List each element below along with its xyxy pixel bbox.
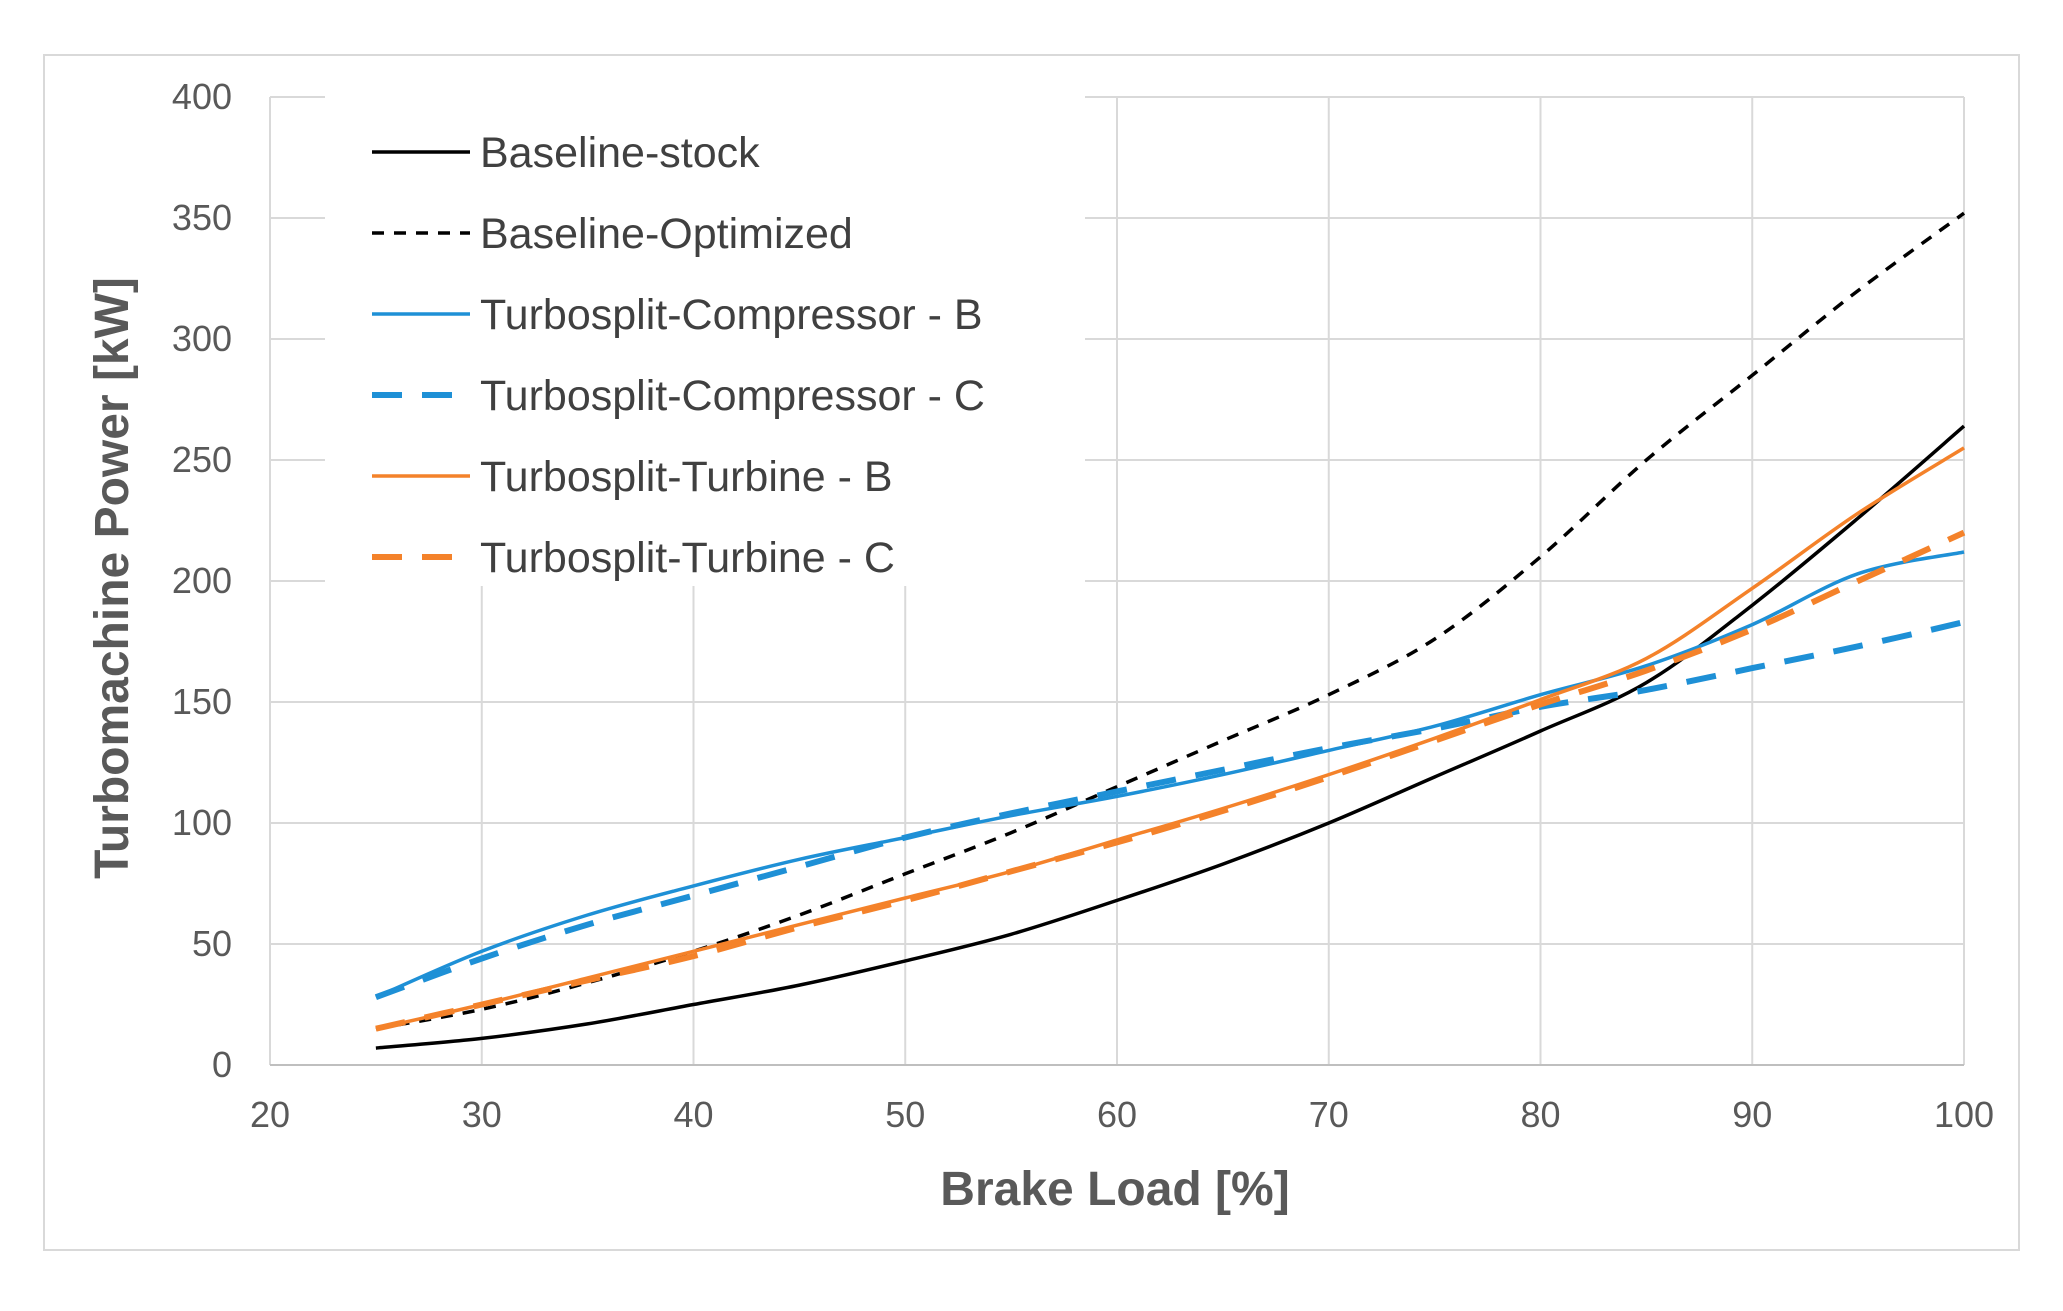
x-tick-label: 80 xyxy=(1520,1094,1560,1135)
y-axis-title: Turbomachine Power [kW] xyxy=(86,277,139,879)
series-line xyxy=(375,529,1966,1032)
x-tick-label: 60 xyxy=(1097,1094,1137,1135)
y-tick-label: 250 xyxy=(172,439,232,480)
legend: Baseline-stock Baseline-Optimized Turbospl… xyxy=(325,75,1085,586)
x-tick-label: 100 xyxy=(1934,1094,1994,1135)
y-tick-label: 50 xyxy=(192,923,232,964)
legend-label: Baseline-stock xyxy=(480,129,760,177)
legend-label: Turbosplit-Compressor - C xyxy=(480,372,985,420)
axis-layer: 0 50 100 150 200 250 300 350 400 20 30 40 50 60 70 80 90… xyxy=(172,76,1994,1135)
y-tick-label: 300 xyxy=(172,318,232,359)
series-line xyxy=(375,211,1966,1031)
x-tick-label: 90 xyxy=(1732,1094,1772,1135)
y-tick-label: 400 xyxy=(172,76,232,117)
series-line xyxy=(375,446,1965,1031)
x-tick-label: 40 xyxy=(673,1094,713,1135)
legend-label: Turbosplit-Turbine - B xyxy=(480,453,893,501)
y-tick-label: 200 xyxy=(172,560,232,601)
x-tick-label: 20 xyxy=(250,1094,290,1135)
series-layer xyxy=(374,211,1966,1050)
legend-label: Turbosplit-Compressor - B xyxy=(480,291,983,339)
x-tick-label: 50 xyxy=(885,1094,925,1135)
legend-label: Baseline-Optimized xyxy=(480,210,853,258)
x-tick-label: 70 xyxy=(1309,1094,1349,1135)
y-tick-label: 350 xyxy=(172,197,232,238)
series-line xyxy=(375,424,1966,1050)
y-tick-label: 0 xyxy=(212,1044,232,1085)
legend-box xyxy=(325,75,1085,586)
legend-label: Turbosplit-Turbine - C xyxy=(480,534,895,582)
y-tick-label: 100 xyxy=(172,802,232,843)
series-line xyxy=(374,619,1965,1001)
y-tick-label: 150 xyxy=(172,681,232,722)
series-line xyxy=(375,550,1965,999)
x-axis-title: Brake Load [%] xyxy=(940,1163,1289,1216)
x-tick-label: 30 xyxy=(462,1094,502,1135)
